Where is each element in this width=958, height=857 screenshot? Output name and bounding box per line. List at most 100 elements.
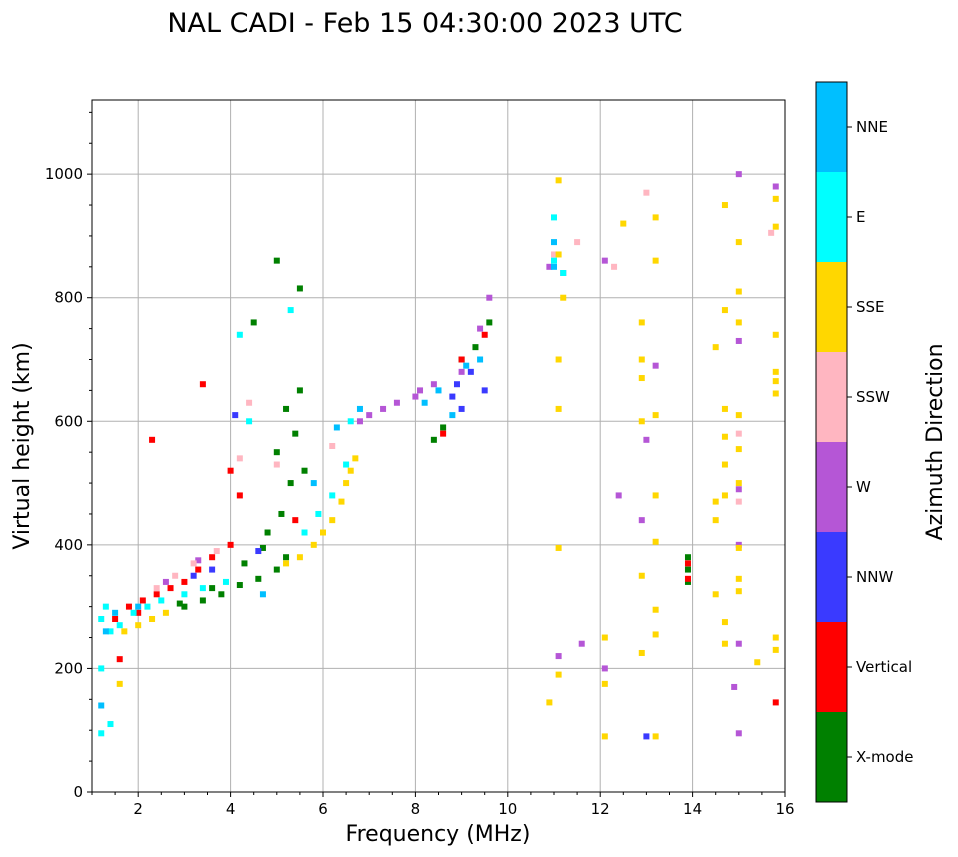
data-point bbox=[287, 480, 294, 487]
data-point bbox=[296, 554, 303, 561]
data-point bbox=[236, 331, 243, 338]
data-point bbox=[772, 634, 779, 641]
data-point bbox=[453, 381, 460, 388]
data-point bbox=[772, 331, 779, 338]
y-tick-label: 1000 bbox=[45, 165, 83, 183]
data-point bbox=[735, 544, 742, 551]
data-point bbox=[347, 418, 354, 425]
data-point bbox=[213, 548, 220, 555]
colorbar-label: X-mode bbox=[856, 748, 913, 766]
data-point bbox=[638, 517, 645, 524]
data-point bbox=[735, 498, 742, 505]
colorbar-segment bbox=[816, 172, 847, 262]
data-point bbox=[227, 467, 234, 474]
data-point bbox=[551, 257, 557, 264]
y-tick-label: 0 bbox=[73, 783, 83, 801]
data-point bbox=[172, 572, 179, 579]
data-point bbox=[273, 257, 280, 264]
data-point bbox=[712, 344, 719, 351]
data-point bbox=[472, 344, 479, 351]
colorbar-label: NNE bbox=[856, 118, 888, 136]
data-point bbox=[772, 183, 779, 190]
x-tick-label: 12 bbox=[591, 800, 610, 818]
data-point bbox=[343, 461, 350, 468]
data-point bbox=[481, 331, 488, 338]
data-point bbox=[772, 646, 779, 653]
data-point bbox=[292, 517, 299, 524]
data-point bbox=[735, 640, 742, 647]
x-tick-label: 14 bbox=[683, 800, 702, 818]
data-point bbox=[292, 430, 299, 437]
data-point bbox=[477, 325, 484, 332]
plot-frame bbox=[91, 99, 786, 793]
data-point bbox=[310, 480, 317, 487]
data-point bbox=[449, 412, 456, 419]
data-point bbox=[153, 585, 160, 592]
data-point bbox=[712, 498, 719, 505]
data-point bbox=[638, 649, 645, 656]
data-point bbox=[218, 591, 225, 598]
data-point bbox=[273, 566, 280, 573]
data-point bbox=[735, 337, 742, 344]
data-point bbox=[130, 609, 137, 616]
x-axis-label: Frequency (MHz) bbox=[346, 822, 531, 847]
x-tick-label: 6 bbox=[318, 800, 328, 818]
data-point bbox=[199, 597, 206, 604]
data-point bbox=[366, 412, 373, 419]
x-tick-label: 4 bbox=[226, 800, 236, 818]
data-point bbox=[652, 362, 659, 369]
data-point bbox=[116, 622, 123, 629]
data-point bbox=[264, 529, 271, 536]
data-point bbox=[754, 659, 761, 666]
colorbar-label: W bbox=[856, 478, 871, 496]
data-point bbox=[449, 393, 456, 400]
data-point bbox=[652, 412, 659, 419]
data-point bbox=[320, 529, 326, 536]
colorbar-frame bbox=[815, 81, 848, 803]
y-tick-label: 400 bbox=[54, 536, 83, 554]
data-point bbox=[112, 609, 119, 616]
data-point bbox=[315, 510, 322, 517]
data-point bbox=[684, 566, 691, 573]
data-point bbox=[102, 603, 109, 610]
data-point bbox=[222, 578, 229, 585]
y-tick-label: 600 bbox=[54, 412, 83, 430]
data-point bbox=[555, 544, 562, 551]
data-point bbox=[638, 356, 645, 363]
data-point bbox=[296, 285, 303, 292]
data-point bbox=[611, 263, 618, 270]
data-point bbox=[430, 436, 437, 443]
y-tick-label: 200 bbox=[54, 659, 83, 677]
data-point bbox=[412, 393, 419, 400]
data-point bbox=[638, 319, 645, 326]
data-point bbox=[209, 554, 216, 561]
colorbar-label: E bbox=[856, 208, 865, 226]
chart-title: NAL CADI - Feb 15 04:30:00 2023 UTC bbox=[167, 8, 682, 39]
data-point bbox=[721, 405, 728, 412]
data-point bbox=[98, 702, 105, 709]
data-point bbox=[440, 430, 447, 437]
axes: 2 4 6 8 10 12 14 16 0 200 400 600 800 1000 bbox=[45, 111, 795, 818]
data-point bbox=[199, 585, 206, 592]
data-points bbox=[98, 171, 779, 740]
x-tick-label: 2 bbox=[133, 800, 143, 818]
data-point bbox=[721, 307, 728, 314]
data-point bbox=[684, 575, 691, 582]
data-point bbox=[259, 544, 266, 551]
data-point bbox=[356, 418, 363, 425]
data-point bbox=[329, 517, 336, 524]
data-point bbox=[551, 251, 557, 258]
data-point bbox=[481, 387, 488, 394]
data-point bbox=[735, 575, 742, 582]
data-point bbox=[250, 319, 257, 326]
data-point bbox=[107, 721, 114, 728]
data-point bbox=[338, 498, 345, 505]
data-point bbox=[343, 480, 350, 487]
data-point bbox=[236, 582, 243, 589]
x-tick-label: 10 bbox=[498, 800, 517, 818]
data-point bbox=[190, 572, 197, 579]
data-point bbox=[772, 223, 779, 230]
data-point bbox=[721, 640, 728, 647]
data-point bbox=[652, 733, 659, 740]
